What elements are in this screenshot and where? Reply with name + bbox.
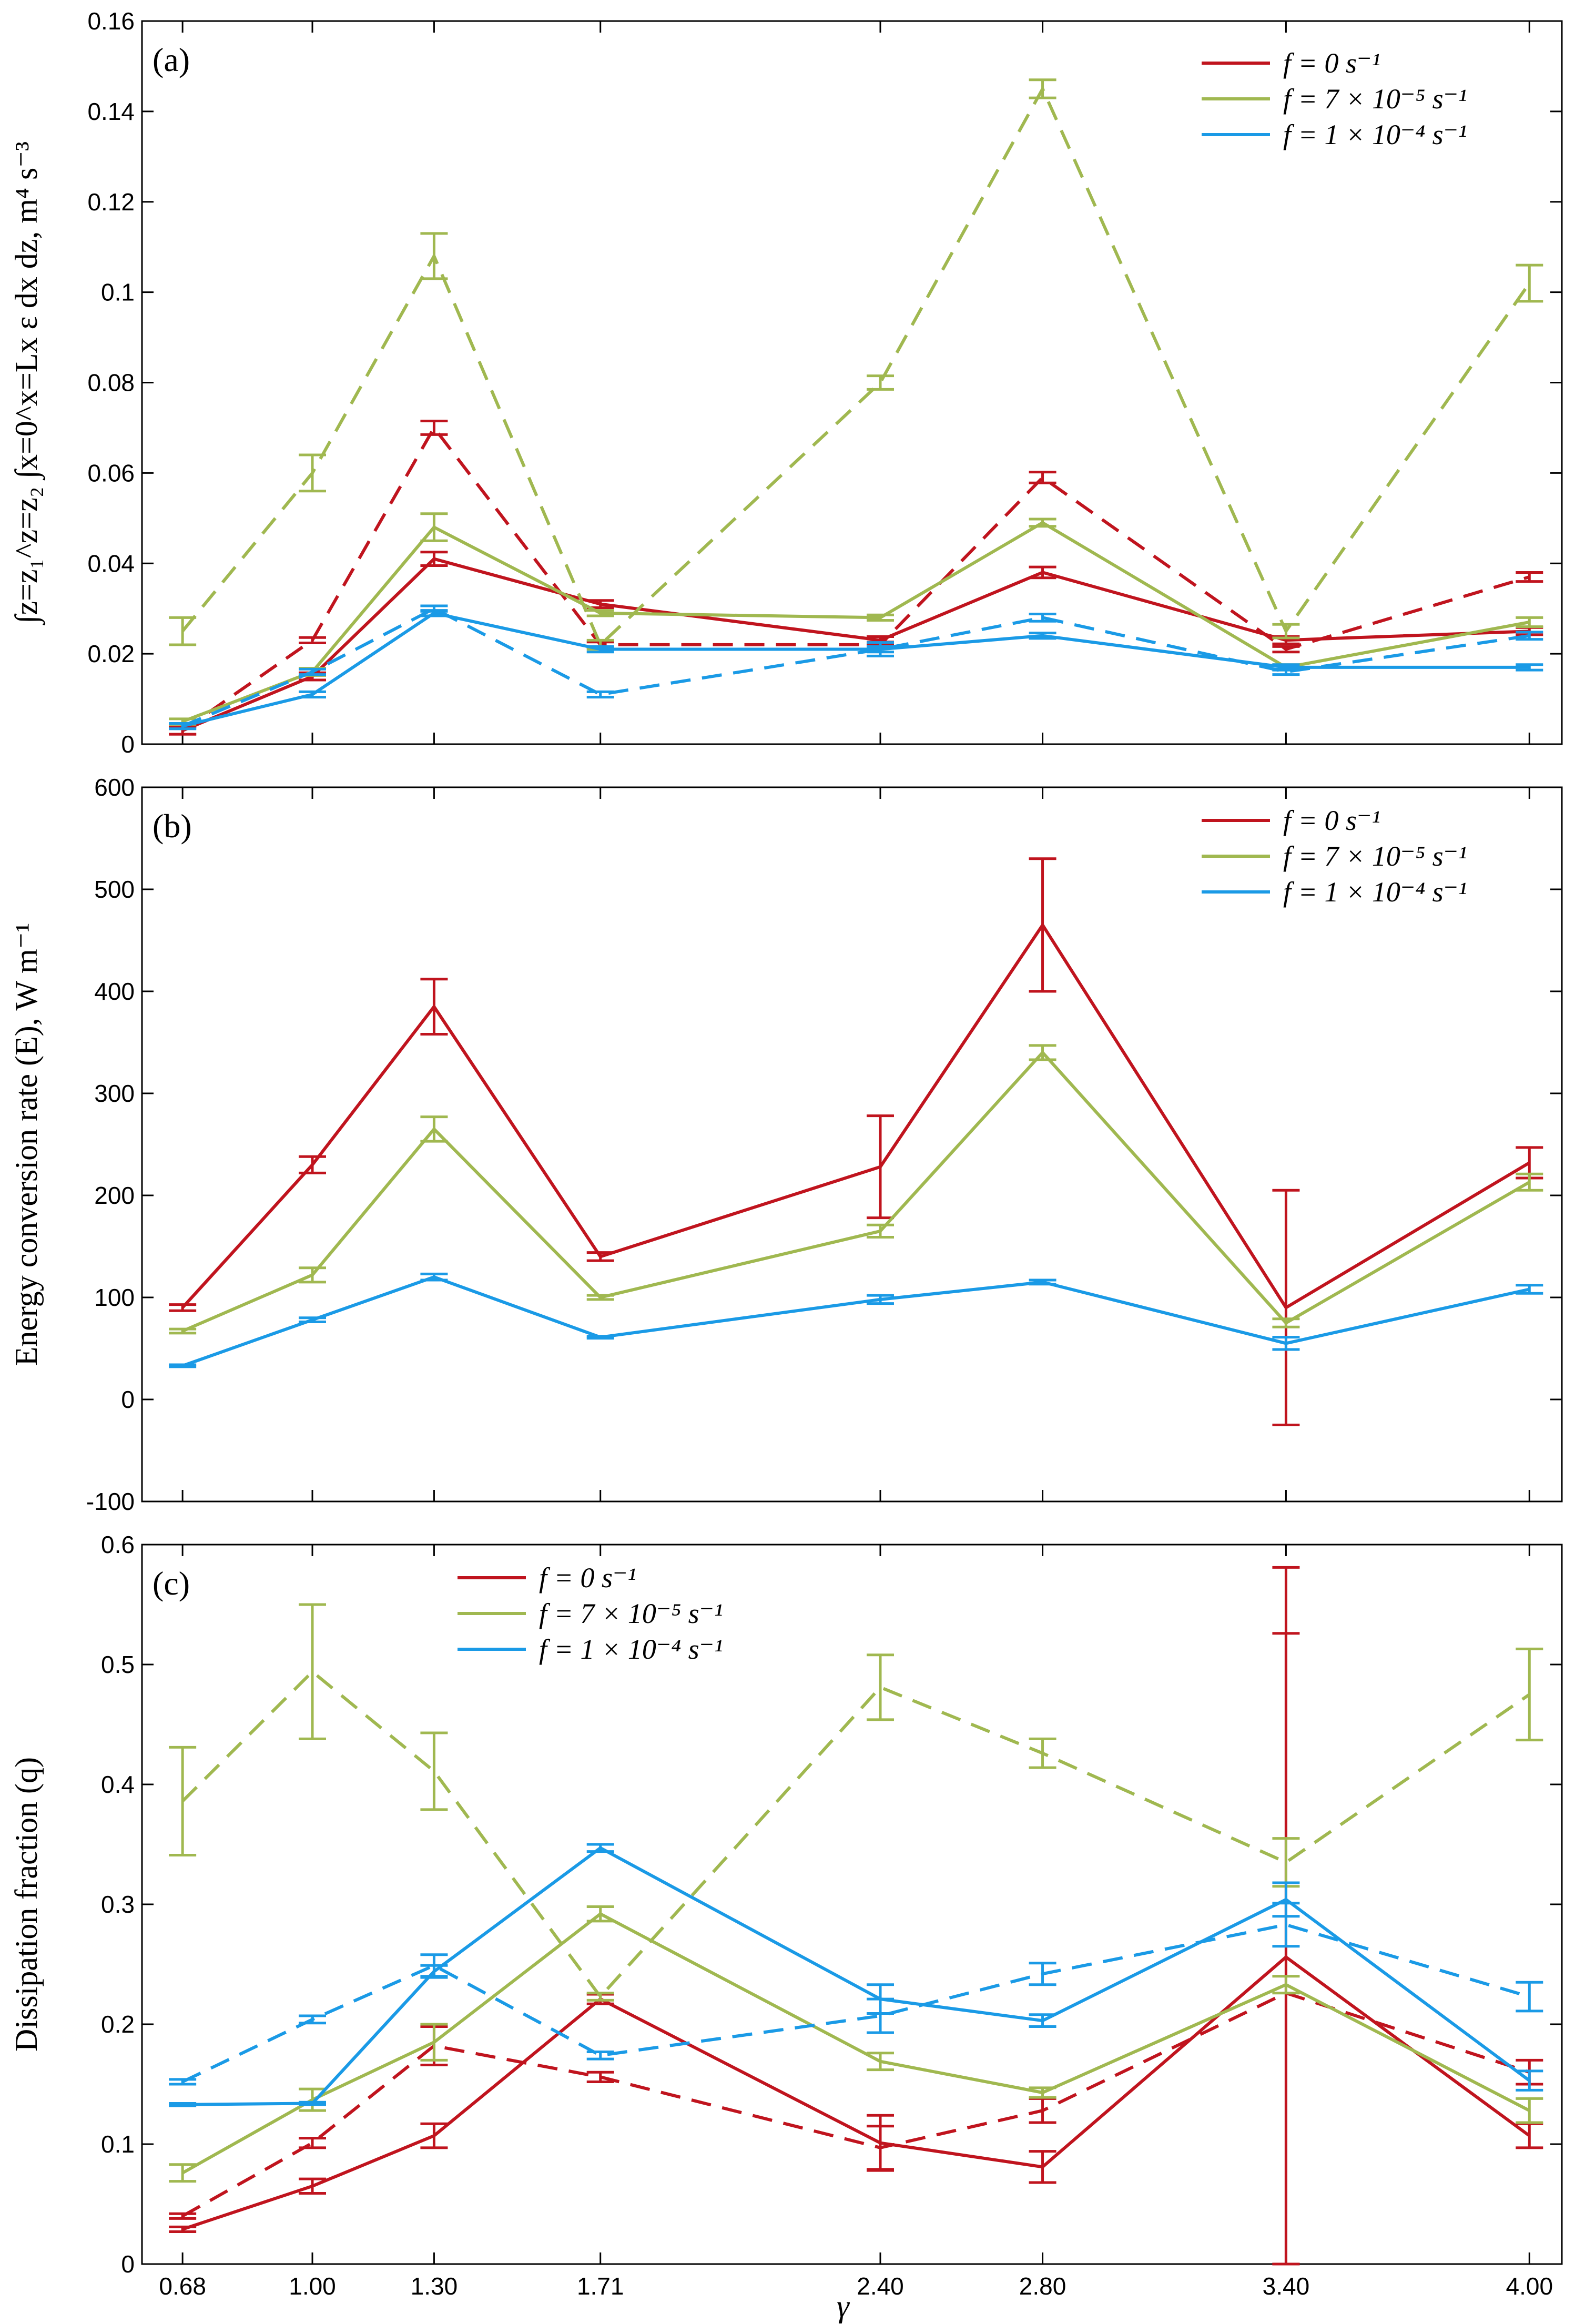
- y-tick-label: 400: [94, 978, 135, 1005]
- series-line: [182, 521, 1530, 723]
- legend-entry: f = 0 s⁻¹: [1283, 47, 1380, 79]
- series-line: [182, 1955, 1531, 2231]
- x-tick-label: 1.71: [577, 2272, 624, 2300]
- series-line: [181, 1670, 1531, 1998]
- legend-entry: f = 0 s⁻¹: [539, 1562, 636, 1594]
- panel-label: (c): [153, 1565, 190, 1602]
- y-axis-label: ∫z=z₁^z=z₂ ∫x=0^x=Lx ε dx dz, m⁴ s⁻³: [9, 141, 46, 625]
- y-tick-label: 0.4: [101, 1771, 135, 1798]
- x-tick-label: 2.80: [1019, 2272, 1066, 2300]
- y-tick-label: 100: [94, 1284, 135, 1311]
- y-tick-label: 0.08: [87, 369, 135, 397]
- y-tick-label: 0.06: [87, 459, 135, 486]
- y-tick-label: 0.1: [101, 2130, 135, 2158]
- y-axis-label: Energy conversion rate (E), W m⁻¹: [9, 923, 44, 1366]
- y-tick-label: -100: [86, 1488, 135, 1515]
- series-line: [181, 557, 1530, 732]
- y-tick-label: 0.2: [101, 2011, 135, 2038]
- series-line: [182, 1846, 1531, 2106]
- y-tick-label: 0.6: [101, 1531, 135, 1558]
- y-tick-label: 0.04: [87, 550, 135, 577]
- x-tick-label: 3.40: [1263, 2272, 1310, 2300]
- y-tick-label: 0.14: [87, 98, 135, 125]
- y-tick-label: 0.12: [87, 188, 135, 216]
- x-tick-label: 2.40: [857, 2272, 904, 2300]
- y-tick-label: 500: [94, 876, 135, 903]
- legend-entry: f = 7 × 10⁻⁵ s⁻¹: [539, 1598, 723, 1629]
- x-tick-label: 1.00: [289, 2272, 336, 2300]
- panel-b: -100 0 100 200 300 400 500 600 Energy conversion…: [9, 774, 1563, 1515]
- x-tick-label: 4.00: [1506, 2272, 1553, 2300]
- y-tick-label: 0.16: [87, 7, 135, 35]
- y-tick-label: 0.5: [101, 1651, 135, 1678]
- legend-entry: f = 7 × 10⁻⁵ s⁻¹: [1283, 83, 1467, 115]
- y-tick-label: 0.02: [87, 640, 135, 667]
- y-tick-label: 300: [94, 1080, 135, 1107]
- y-tick-label: 0.3: [101, 1891, 135, 1918]
- legend-entry: f = 1 × 10⁻⁴ s⁻¹: [539, 1633, 723, 1665]
- series-line: [181, 923, 1530, 1310]
- series-line: [181, 607, 1530, 728]
- legend-entry: f = 1 × 10⁻⁴ s⁻¹: [1283, 119, 1467, 150]
- x-tick-label: 0.68: [159, 2272, 206, 2300]
- y-tick-label: 0: [121, 2250, 135, 2278]
- series-line: [181, 1051, 1530, 1333]
- y-tick-label: 0: [121, 1386, 135, 1413]
- series-line: [181, 1991, 1530, 2218]
- legend-entry: f = 1 × 10⁻⁴ s⁻¹: [1283, 876, 1467, 908]
- legend-entry: f = 0 s⁻¹: [1283, 805, 1380, 836]
- panel-c: 0 0.1 0.2 0.3 0.4 0.5 0.6 0.68 1.00 1.30 1.71 2.40 2…: [9, 1531, 1563, 2300]
- series-line: [182, 1275, 1530, 1367]
- series-line: [181, 1923, 1530, 2084]
- y-tick-label: 200: [94, 1182, 135, 1209]
- panel-label: (b): [153, 807, 192, 845]
- y-tick-label: 0: [121, 730, 135, 758]
- y-axis-label: Dissipation fraction (q): [9, 1757, 44, 2052]
- series-line: [182, 611, 1530, 728]
- y-tick-label: 600: [94, 774, 135, 801]
- x-tick-label: 1.30: [411, 2272, 458, 2300]
- x-axis-label: γ: [837, 2289, 850, 2323]
- series-line: [181, 1912, 1530, 2175]
- series-line: [181, 87, 1531, 646]
- y-tick-label: 0.1: [101, 279, 135, 306]
- plot-frame: [141, 1544, 1563, 2265]
- plot-frame: [141, 786, 1563, 1503]
- legend-entry: f = 7 × 10⁻⁵ s⁻¹: [1283, 840, 1467, 872]
- series-line: [181, 426, 1530, 732]
- panel-a: 0 0.02 0.04 0.06 0.08 0.1 0.12 0.14 0.16 ∫z=z₁^z=…: [9, 7, 1563, 758]
- panel-label: (a): [153, 41, 190, 78]
